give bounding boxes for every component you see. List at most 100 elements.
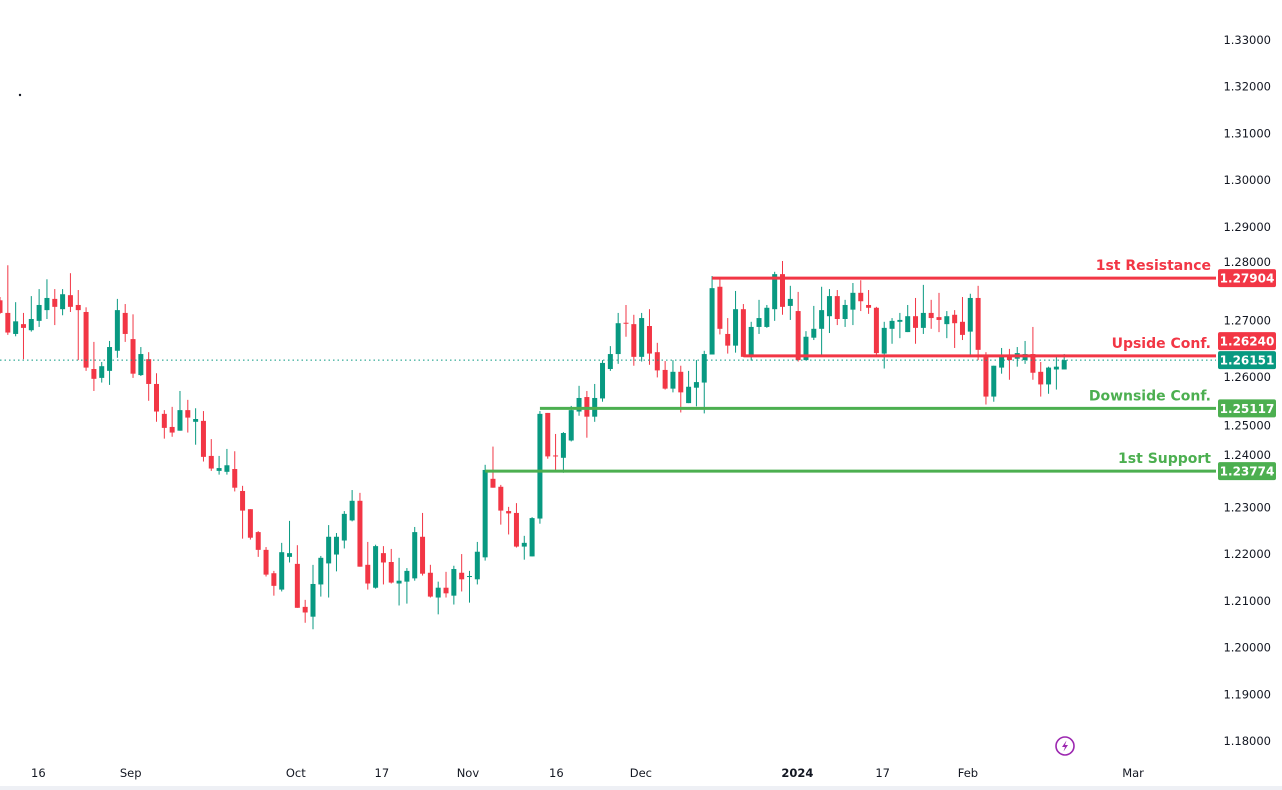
price-tick-label: 1.19000 [1223,687,1271,701]
candle-body [889,320,895,329]
price-axis[interactable]: 1.33000 1.32000 1.31000 1.30000 1.29000 1.280… [1223,33,1271,748]
candle-body [967,297,973,332]
price-tick-label: 1.32000 [1223,80,1271,94]
candle-body [427,572,433,597]
candle [850,283,856,326]
price-tick-label: 1.24000 [1223,448,1271,462]
time-tick-label: 17 [875,766,890,780]
candle-body [1038,371,1044,385]
price-tag-bg [1218,351,1276,370]
candle-body [60,294,66,310]
candle [772,271,778,321]
candle [107,340,113,385]
candle [420,512,426,576]
candle-body [560,433,566,458]
candle-body [819,310,825,329]
candle [889,318,895,344]
candle-body [944,316,950,325]
candle-body [936,317,942,320]
candle [975,285,981,361]
level-price-tag: 1.23774 [1218,462,1276,481]
price-tick-label: 1.30000 [1223,173,1271,187]
candle [216,455,222,475]
candle-body [897,319,903,322]
price-tag-text: 1.26151 [1220,354,1275,368]
candle-body [271,573,277,586]
candle-body [341,513,347,541]
candle [819,286,825,356]
candle [1006,348,1012,380]
candles-layer [0,261,1067,630]
candle-body [537,413,543,519]
lightning-icon[interactable] [1055,736,1075,756]
candle [177,390,183,431]
candle-body [733,309,739,346]
price-tick-label: 1.21000 [1223,594,1271,608]
candle [780,261,785,315]
candle [60,289,66,316]
candle-body [725,333,731,346]
candle-body [130,339,136,374]
candle-body [928,312,934,319]
candle-body [662,369,668,389]
candle-body [232,469,238,488]
candle [725,318,731,354]
time-axis[interactable]: 16 Sep Oct 17 Nov 16 Dec 2024 17 Feb Mar [31,766,1144,780]
candle-body [459,572,465,580]
candle [873,306,879,355]
candle [936,292,942,333]
price-tick-label: 1.18000 [1223,734,1271,748]
candle-body [952,314,958,324]
candle [967,293,973,355]
candle-body [302,606,308,613]
candle-body [365,564,371,584]
candle [427,564,433,598]
price-tag-text: 1.27904 [1220,272,1275,286]
candle [913,297,919,344]
level-label: Upside Conf. [1112,336,1211,352]
candle-body [373,546,379,588]
candle [287,520,293,563]
price-tick-label: 1.33000 [1223,33,1271,47]
price-tick-label: 1.20000 [1223,641,1271,655]
candle [881,321,887,369]
candle [388,548,394,584]
candle-body [991,365,997,397]
candle-body [467,576,472,578]
candle-body [834,296,840,319]
candle-body [333,536,339,555]
candle [67,273,73,312]
time-tick-label: Mar [1122,766,1144,780]
candle [553,433,559,472]
candle-body [1061,360,1067,370]
candle-body [20,324,26,328]
candle [122,304,128,342]
candle-body [866,304,872,308]
candle [795,291,801,362]
candle [944,311,950,339]
candle-body [294,563,300,608]
candle [263,547,269,577]
price-tag-bg [1218,399,1276,418]
candle-body [451,569,457,596]
candle [1053,355,1059,390]
candle-body [959,321,965,335]
candle [490,446,496,488]
level-price-tag: 1.27904 [1218,269,1276,288]
candle-body [999,354,1005,368]
candle-body [803,336,809,361]
candle [506,506,512,535]
candle [1030,326,1036,380]
price-tag-bg [1218,269,1276,288]
candle [983,352,989,405]
candle [161,410,167,439]
candle-body [709,288,715,355]
candle [560,432,566,473]
candle-body [646,326,652,354]
candle-body [443,587,449,594]
candle-body [263,549,269,575]
candle-body [654,352,660,371]
candle [646,309,652,365]
candle-body [842,304,848,319]
